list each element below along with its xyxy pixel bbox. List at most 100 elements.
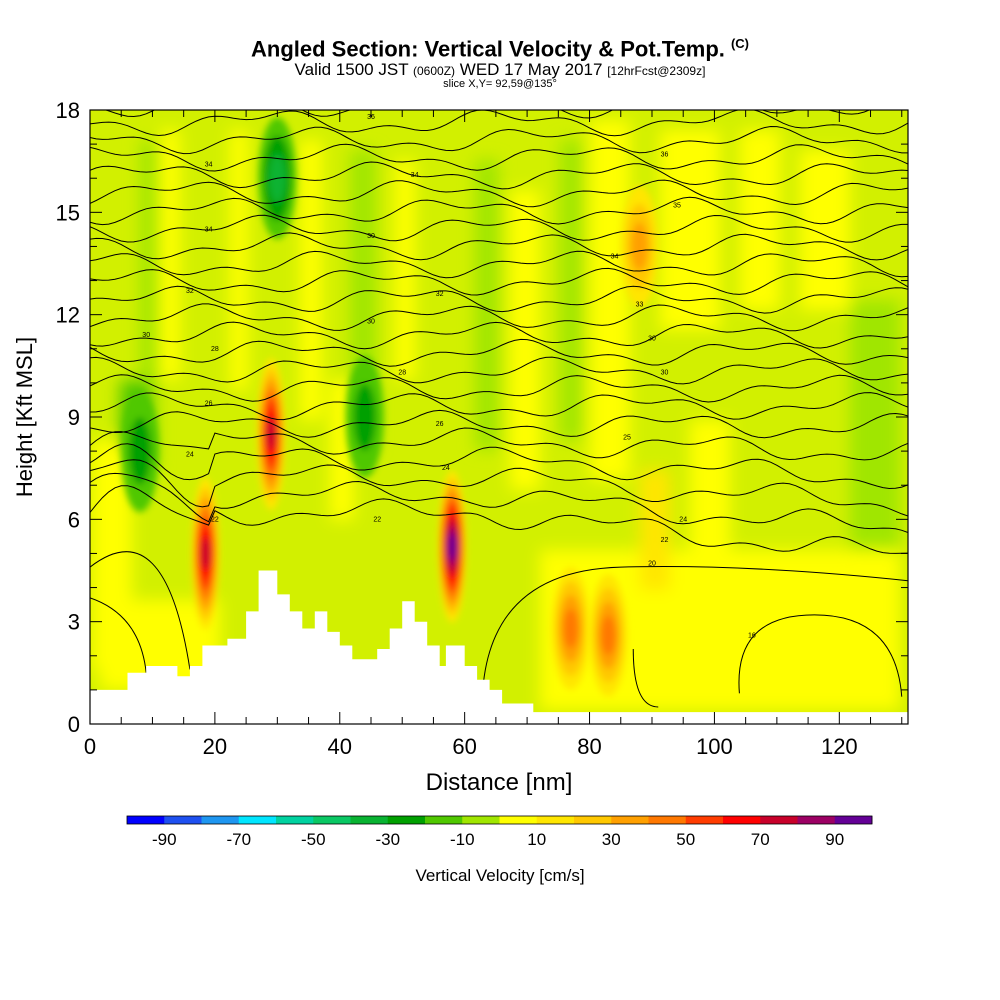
feature-band bbox=[200, 537, 211, 570]
contour-label: 33 bbox=[636, 301, 644, 308]
theta-contour bbox=[90, 392, 908, 421]
y-tick-label: 9 bbox=[68, 405, 80, 430]
theta-contour bbox=[90, 143, 908, 172]
contour-label: 24 bbox=[442, 465, 450, 472]
x-tick-label: 120 bbox=[821, 734, 858, 759]
theta-contour bbox=[90, 459, 908, 517]
contour-label: 35 bbox=[673, 203, 681, 210]
contour-label: 25 bbox=[623, 434, 631, 441]
contour-label: 32 bbox=[436, 291, 444, 298]
colorbar-tick-label: 50 bbox=[676, 830, 695, 849]
colorbar-label: Vertical Velocity [cm/s] bbox=[415, 866, 584, 885]
chart-subtitle-valid: Valid 1500 JST (0600Z) WED 17 May 2017 [… bbox=[0, 60, 1000, 80]
theta-contour bbox=[90, 338, 908, 367]
colorbar-tick-label: 70 bbox=[751, 830, 770, 849]
valid-zulu: (0600Z) bbox=[413, 64, 456, 78]
x-tick-label: 40 bbox=[328, 734, 352, 759]
colorbar-swatch bbox=[425, 816, 463, 824]
colorbar-swatch bbox=[164, 816, 202, 824]
colorbar-swatch bbox=[387, 816, 426, 824]
colorbar-swatch bbox=[536, 816, 575, 824]
theta-contour bbox=[90, 551, 191, 670]
feature-band bbox=[631, 222, 648, 271]
colorbar-swatch bbox=[834, 816, 873, 824]
x-tick-label: 20 bbox=[203, 734, 227, 759]
colorbar-tick-label: -70 bbox=[226, 830, 251, 849]
feature-band bbox=[353, 383, 376, 451]
y-tick-label: 18 bbox=[56, 98, 80, 123]
feature-band bbox=[128, 417, 151, 485]
colorbar-swatch bbox=[685, 816, 724, 824]
contour-label: 28 bbox=[211, 346, 219, 353]
contour-label: 30 bbox=[648, 336, 656, 343]
theta-contour bbox=[90, 110, 908, 137]
velocity-feature-4 bbox=[589, 574, 628, 697]
velocity-feature-3 bbox=[551, 567, 590, 690]
title-main: Angled Section: Vertical Velocity & Pot.… bbox=[251, 36, 725, 62]
theta-contour bbox=[90, 374, 908, 403]
contour-label: 34 bbox=[205, 226, 213, 233]
contour-label: 36 bbox=[661, 151, 669, 158]
velocity-feature-2 bbox=[438, 470, 467, 623]
contour-label: 36 bbox=[367, 114, 375, 121]
contour-label: 34 bbox=[411, 172, 419, 179]
theta-contour bbox=[104, 110, 871, 119]
velocity-feature-6 bbox=[345, 356, 384, 478]
theta-contour bbox=[90, 356, 908, 385]
y-tick-label: 0 bbox=[68, 712, 80, 737]
velocity-field: 36 34 34 36 34 30 35 32 32 34 33 30 30 28 30 28 30 26 26 25… bbox=[90, 110, 908, 724]
colorbar-swatch bbox=[611, 816, 649, 824]
theta-contour bbox=[90, 250, 908, 279]
colorbar-swatch bbox=[462, 816, 500, 824]
contour-label: 24 bbox=[679, 516, 687, 523]
y-tick-label: 12 bbox=[56, 303, 80, 328]
theta-contour bbox=[90, 285, 908, 314]
theta-contour bbox=[90, 161, 908, 190]
theta-contour bbox=[90, 321, 908, 350]
feature-band bbox=[563, 608, 578, 649]
contour-label: 34 bbox=[205, 162, 213, 169]
theta-contour bbox=[90, 409, 908, 439]
theta-contour bbox=[90, 267, 908, 296]
contour-label: 26 bbox=[436, 421, 444, 428]
theta-contour bbox=[90, 232, 908, 261]
x-tick-label: 60 bbox=[452, 734, 476, 759]
y-tick-label: 3 bbox=[68, 610, 80, 635]
colorbar-tick-label: 30 bbox=[602, 830, 621, 849]
velocity-feature-8 bbox=[620, 185, 659, 308]
colorbar-tick-label: -10 bbox=[450, 830, 475, 849]
x-tick-label: 0 bbox=[84, 734, 96, 759]
x-tick-label: 100 bbox=[696, 734, 733, 759]
colorbar-swatch bbox=[499, 816, 538, 824]
x-axis: 0 20 40 60 80 100 120 bbox=[84, 110, 903, 759]
chart-title: Angled Section: Vertical Velocity & Pot.… bbox=[0, 36, 1000, 62]
valid-date: WED 17 May 2017 bbox=[459, 60, 603, 79]
colorbar-swatch bbox=[313, 816, 351, 824]
theta-contour bbox=[90, 125, 908, 155]
colorbar-swatch bbox=[760, 816, 798, 824]
contour-label: 30 bbox=[367, 318, 375, 325]
valid-prefix: Valid 1500 JST bbox=[294, 60, 409, 79]
feature-band bbox=[447, 532, 457, 561]
theta-contour bbox=[482, 566, 908, 684]
velocity-feature-7 bbox=[120, 390, 159, 513]
theta-contour bbox=[90, 427, 908, 461]
colorbar-swatch bbox=[238, 816, 277, 824]
theta-contour bbox=[90, 443, 908, 490]
theta-contour bbox=[738, 614, 903, 697]
terrain-mask bbox=[90, 570, 908, 724]
theta-contour bbox=[90, 179, 908, 208]
x-axis-label: Distance [nm] bbox=[426, 769, 573, 796]
colorbar-swatch bbox=[127, 816, 165, 824]
contour-label: 26 bbox=[205, 400, 213, 407]
colorbar-swatch bbox=[797, 816, 836, 824]
contour-label: 22 bbox=[211, 516, 219, 523]
x-tick-label: 80 bbox=[577, 734, 601, 759]
colorbar-swatch bbox=[723, 816, 761, 824]
chart-subtitle-slice: slice X,Y= 92,59@135° bbox=[443, 78, 557, 90]
contour-label: 30 bbox=[661, 370, 669, 377]
colorbar-frame bbox=[126, 815, 873, 825]
theta-contour bbox=[632, 648, 659, 708]
